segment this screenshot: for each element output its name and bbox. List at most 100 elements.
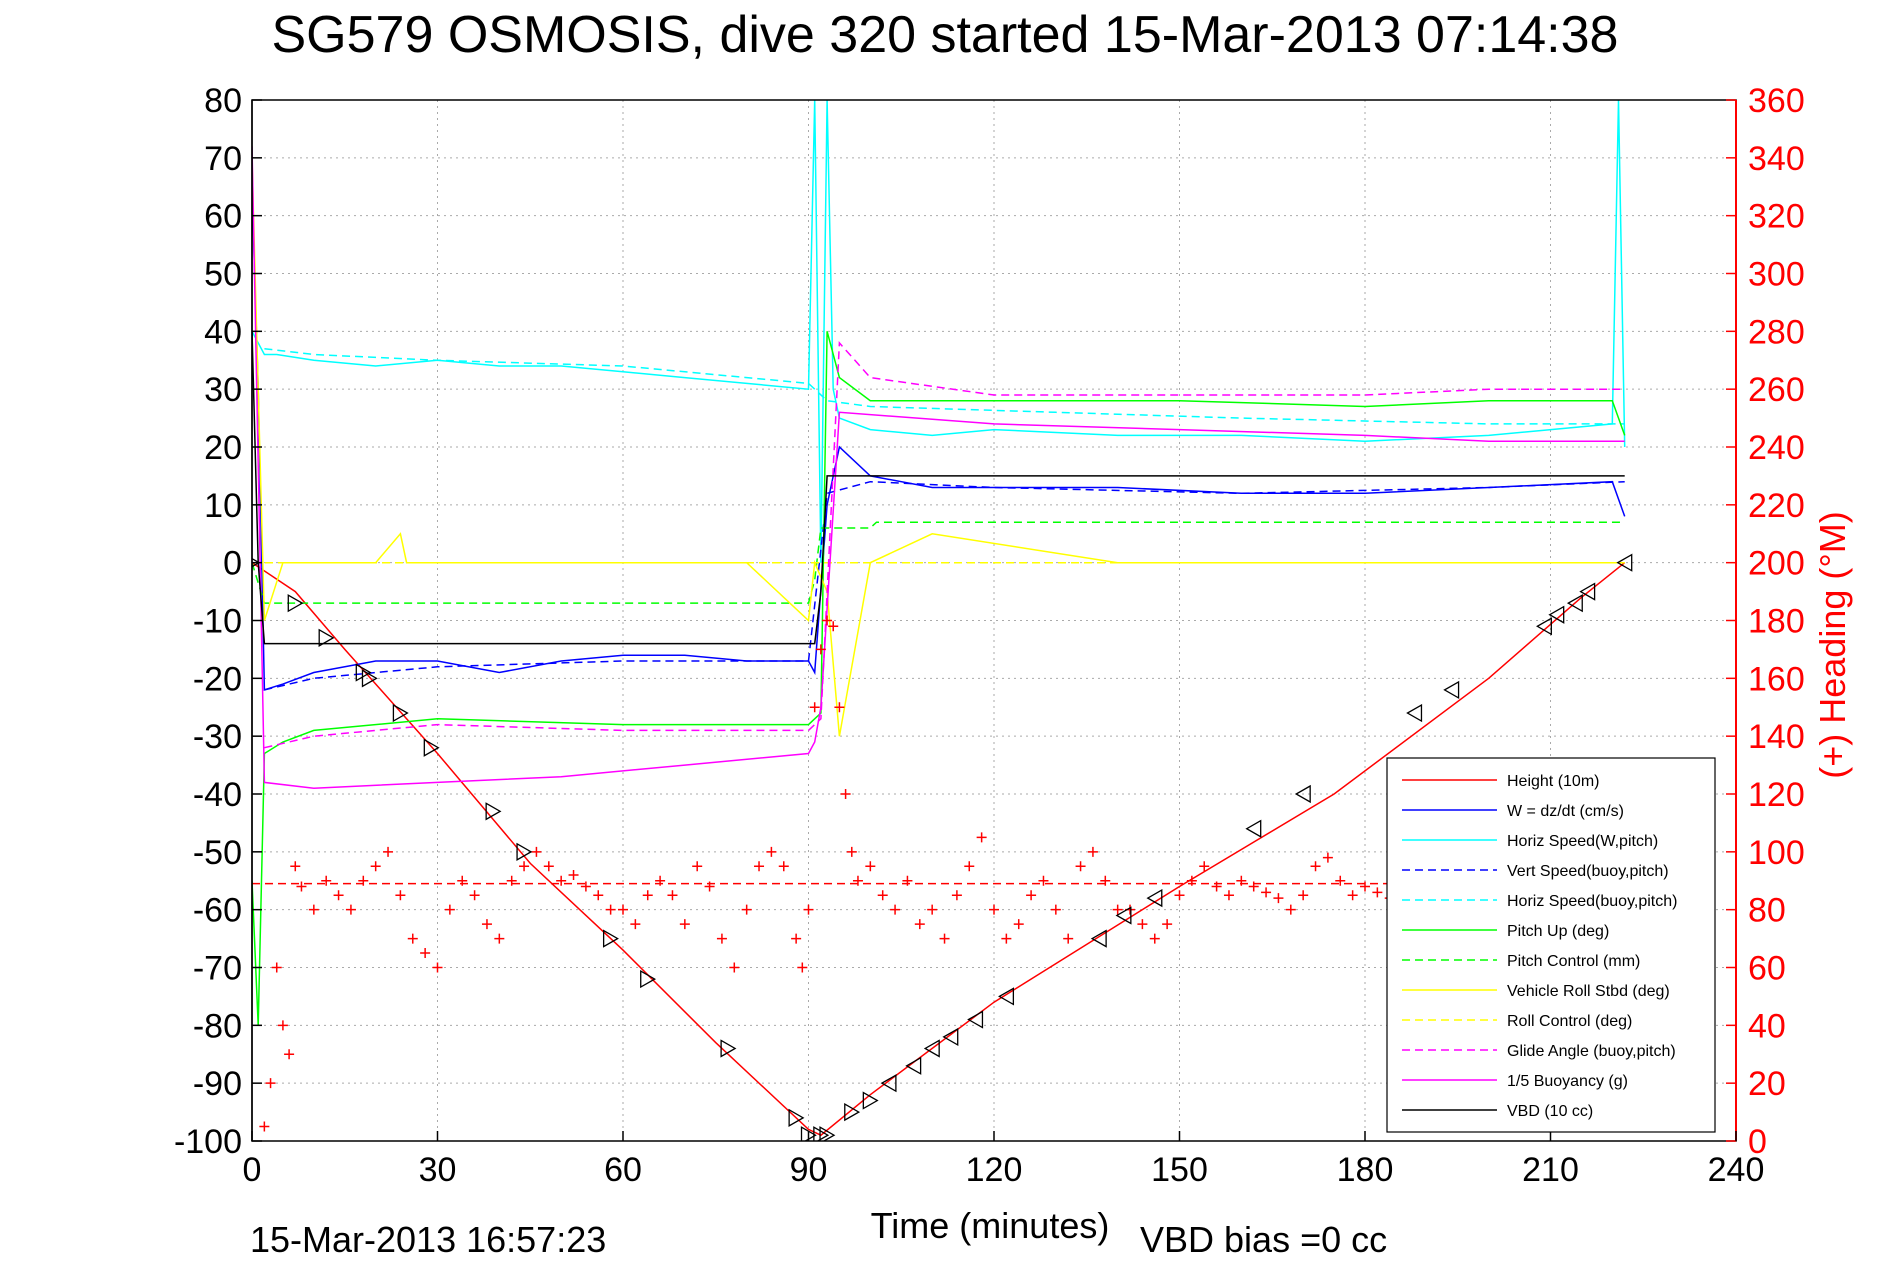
legend-entry-label: Pitch Control (mm) — [1507, 953, 1640, 970]
left-tick-label: -60 — [193, 892, 242, 930]
x-tick-label: 0 — [243, 1151, 262, 1189]
left-axis: 80 70 60 50 40 30 20 10 0 -10 -20 -30 -40 -50 -60 -70 -8… — [174, 82, 262, 1161]
heading-point — [840, 789, 851, 799]
legend-entry-label: Glide Angle (buoy,pitch) — [1507, 1043, 1676, 1060]
left-tick-label: 60 — [204, 198, 242, 236]
right-tick-label: 280 — [1748, 313, 1805, 351]
series-2-line — [252, 100, 1626, 563]
series-10-line — [252, 146, 1625, 789]
depth-marker-point — [318, 628, 335, 647]
depth-markers — [252, 553, 1633, 1141]
heading-point — [1100, 875, 1111, 886]
heading-point — [568, 869, 579, 880]
left-tick-label: -20 — [193, 660, 242, 698]
right-axis-label: (+) Heading (°M) — [1812, 511, 1853, 778]
heading-point — [951, 890, 962, 901]
depth-marker-point — [923, 1039, 940, 1058]
depth-marker-point — [880, 1074, 897, 1093]
right-axis: 3603403203002802602402202001801601401201… — [1726, 82, 1805, 1161]
depth-marker-point — [1616, 553, 1633, 572]
heading-point — [444, 904, 455, 915]
heading-point — [846, 846, 857, 857]
x-tick-label: 90 — [790, 1151, 828, 1189]
depth-marker-point — [905, 1056, 922, 1075]
heading-point — [1075, 861, 1086, 872]
heading-point — [1013, 919, 1024, 930]
heading-point — [791, 933, 802, 944]
legend-entry-label: Vehicle Roll Stbd (deg) — [1507, 983, 1670, 1000]
heading-point — [432, 962, 443, 973]
left-tick-label: 80 — [204, 82, 242, 120]
heading-point — [271, 962, 282, 973]
right-tick-label: 360 — [1748, 82, 1805, 120]
left-tick-label: 70 — [204, 140, 242, 178]
heading-point — [531, 846, 542, 857]
footer-timestamp: 15-Mar-2013 16:57:23 — [250, 1219, 606, 1260]
series-0-line — [252, 562, 1626, 1137]
legend-entry-label: 1/5 Buoyancy (g) — [1507, 1073, 1628, 1090]
heading-point — [407, 933, 418, 944]
right-tick-label: 20 — [1748, 1065, 1786, 1103]
heading-point — [1162, 919, 1173, 930]
right-tick-label: 240 — [1748, 429, 1805, 467]
x-tick-label: 210 — [1522, 1151, 1579, 1189]
series-layer — [252, 100, 1633, 1141]
heading-point — [519, 861, 530, 872]
heading-point — [1298, 890, 1309, 901]
heading-point — [395, 890, 406, 901]
heading-point — [865, 861, 876, 872]
heading-point — [803, 904, 814, 915]
legend-entry-label: Vert Speed(buoy,pitch) — [1507, 863, 1669, 880]
heading-point — [1038, 875, 1049, 886]
series-11-line — [252, 331, 1625, 645]
left-tick-label: 30 — [204, 371, 242, 409]
depth-marker-point — [1548, 605, 1565, 624]
left-tick-label: -70 — [193, 950, 242, 988]
heading-point — [277, 1020, 288, 1031]
depth-marker-point — [967, 1010, 984, 1029]
depth-marker-point — [287, 594, 304, 613]
depth-marker-point — [819, 1126, 836, 1141]
depth-marker-point — [788, 1108, 805, 1127]
heading-point — [1372, 887, 1383, 898]
x-axis-label: Time (minutes) — [871, 1205, 1110, 1246]
x-axis: 0 30 60 90 120 150 180 210 240 — [243, 1131, 1764, 1189]
depth-marker-point — [640, 969, 657, 989]
heading-point — [630, 919, 641, 930]
heading-point — [1322, 852, 1333, 863]
heading-point — [914, 919, 925, 930]
heading-point — [308, 904, 319, 915]
depth-marker-point — [1443, 680, 1460, 700]
series-group — [252, 100, 1633, 1141]
heading-point — [370, 861, 381, 872]
heading-point — [506, 875, 517, 886]
heading-point — [1137, 919, 1148, 930]
heading-point — [290, 861, 301, 872]
left-tick-label: -40 — [193, 776, 242, 814]
legend-box — [1386, 757, 1716, 1133]
heading-point — [822, 615, 833, 626]
heading-point — [642, 890, 653, 901]
right-tick-label: 340 — [1748, 140, 1805, 178]
legend-entry-label: W = dz/dt (cm/s) — [1507, 803, 1624, 820]
heading-point — [679, 919, 690, 930]
depth-marker-point — [1579, 582, 1596, 601]
depth-marker-point — [1406, 703, 1423, 723]
heading-point — [1174, 890, 1185, 901]
heading-point — [834, 702, 845, 713]
right-tick-label: 60 — [1748, 950, 1786, 988]
heading-point — [815, 644, 826, 655]
heading-point — [556, 875, 567, 886]
left-tick-label: -50 — [193, 834, 242, 872]
left-tick-label: 10 — [204, 487, 242, 525]
heading-point — [766, 846, 777, 857]
right-tick-label: 320 — [1748, 198, 1805, 236]
heading-point — [890, 904, 901, 915]
heading-point — [729, 962, 740, 973]
heading-point — [265, 1078, 276, 1089]
heading-point — [494, 933, 505, 944]
heading-point — [964, 861, 975, 872]
left-tick-label: 20 — [204, 429, 242, 467]
heading-point — [605, 904, 616, 915]
heading-point — [1310, 861, 1321, 872]
